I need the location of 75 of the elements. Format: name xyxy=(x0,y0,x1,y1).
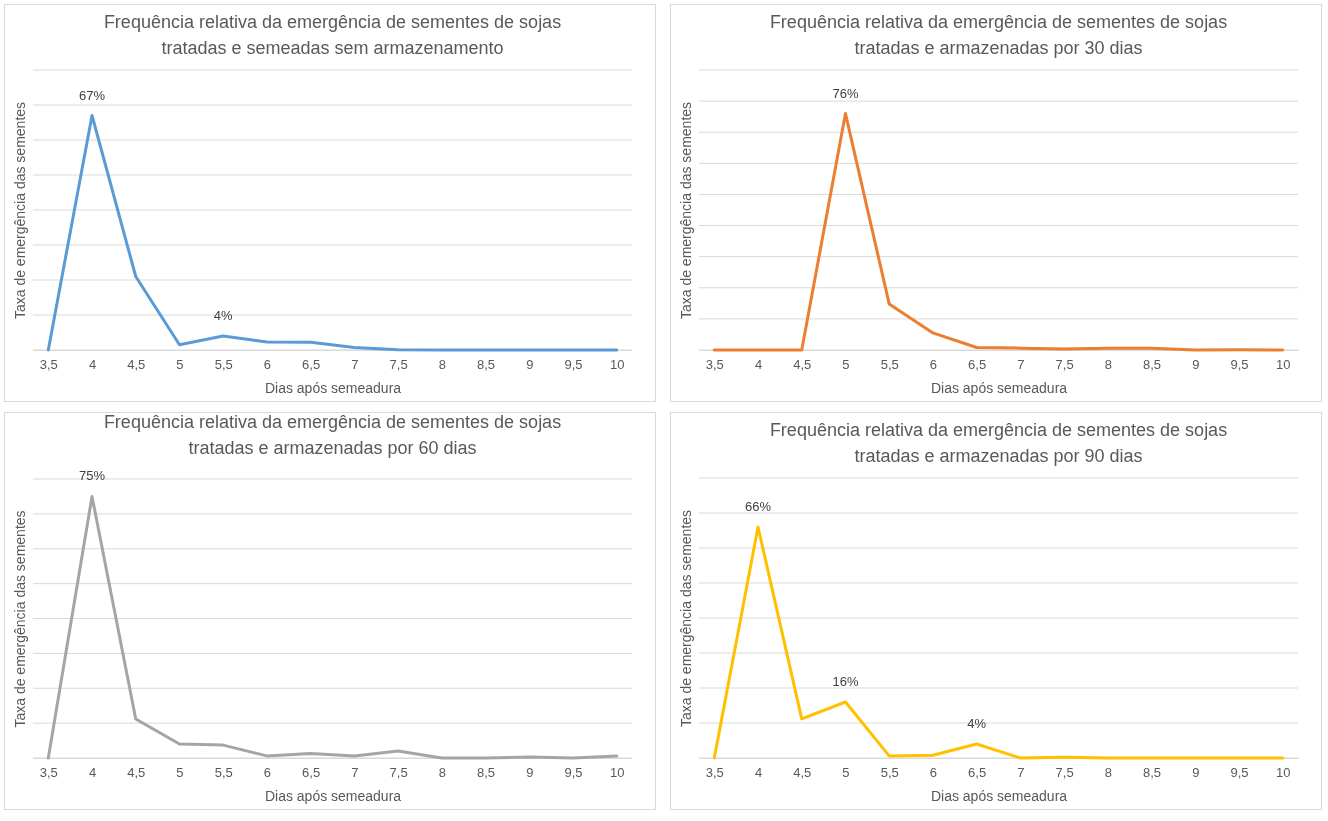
x-axis-title: Dias após semeadura xyxy=(930,787,1068,804)
data-label: 75% xyxy=(79,468,106,484)
y-axis-title: Taxa de emergência das sementes xyxy=(677,101,694,320)
x-tick-label: 7,5 xyxy=(389,356,408,372)
x-tick-label: 6,5 xyxy=(968,764,987,780)
x-tick-label: 9 xyxy=(1192,764,1200,780)
x-tick-label: 10 xyxy=(609,764,625,780)
x-tick-label: 9,5 xyxy=(564,356,583,372)
x-tick-label: 5 xyxy=(176,356,184,372)
x-tick-label: 9 xyxy=(1192,356,1200,372)
x-tick-label: 6,5 xyxy=(302,356,321,372)
chart-title: Frequência relativa da emergência de sementes de sojas tratadas e armazenadas por 90 dias xyxy=(769,419,1228,466)
x-tick-label: 4,5 xyxy=(793,356,812,372)
x-tick-label: 8,5 xyxy=(1142,764,1162,780)
x-tick-label: 6,5 xyxy=(968,356,987,372)
y-axis-title: Taxa de emergência das sementes xyxy=(11,510,28,728)
x-axis-title: Dias após semeadura xyxy=(264,379,402,396)
x-tick-label: 4 xyxy=(88,764,97,780)
x-tick-label: 7 xyxy=(351,356,359,372)
x-tick-label: 8 xyxy=(438,764,446,780)
x-tick-label: 7,5 xyxy=(1055,764,1074,780)
x-axis-title: Dias após semeadura xyxy=(930,379,1068,396)
x-tick-label: 8 xyxy=(1104,764,1112,780)
x-tick-label: 9 xyxy=(526,356,534,372)
data-label: 16% xyxy=(832,674,859,689)
x-tick-label: 5 xyxy=(842,356,850,372)
x-tick-label: 5 xyxy=(842,764,850,780)
x-tick-label: 7 xyxy=(1017,356,1025,372)
y-axis-title: Taxa de emergência das sementes xyxy=(677,509,694,728)
chart-title: Frequência relativa da emergência de sementes de sojas tratadas e semeadas sem armazenamento xyxy=(103,11,562,58)
x-tick-label: 10 xyxy=(1275,764,1291,780)
x-tick-label: 8,5 xyxy=(476,764,496,780)
x-tick-label: 8,5 xyxy=(476,356,496,372)
x-tick-label: 3,5 xyxy=(39,356,58,372)
x-tick-label: 7,5 xyxy=(1055,356,1074,372)
x-tick-label: 4 xyxy=(88,356,97,372)
x-tick-label: 9,5 xyxy=(1230,356,1249,372)
x-tick-label: 4 xyxy=(754,764,763,780)
x-tick-label: 7 xyxy=(351,764,359,780)
x-tick-label: 9,5 xyxy=(1230,764,1249,780)
x-tick-label: 6 xyxy=(263,764,272,780)
x-tick-label: 5,5 xyxy=(880,764,899,780)
x-tick-label: 7 xyxy=(1017,764,1025,780)
x-tick-label: 4,5 xyxy=(127,356,146,372)
x-tick-label: 6,5 xyxy=(302,764,321,780)
chart-title: Frequência relativa da emergência de sementes de sojas tratadas e armazenadas por 60 dias xyxy=(103,412,562,459)
y-axis-title: Taxa de emergência das sementes xyxy=(11,101,28,320)
x-tick-label: 6 xyxy=(929,764,938,780)
data-label: 67% xyxy=(79,87,106,103)
x-axis-title: Dias após semeadura xyxy=(264,787,402,804)
data-label: 4% xyxy=(213,308,234,323)
x-tick-label: 9,5 xyxy=(564,764,583,780)
data-label: 76% xyxy=(832,85,859,101)
x-tick-label: 3,5 xyxy=(705,764,724,780)
data-label: 4% xyxy=(967,716,987,731)
x-tick-label: 3,5 xyxy=(705,356,724,372)
x-tick-label: 8 xyxy=(438,356,446,372)
x-tick-label: 3,5 xyxy=(39,764,58,780)
data-label: 66% xyxy=(745,499,772,514)
x-tick-label: 9 xyxy=(526,764,534,780)
x-tick-label: 5,5 xyxy=(880,356,899,372)
x-tick-label: 10 xyxy=(1275,356,1291,372)
x-tick-label: 10 xyxy=(609,356,625,372)
x-tick-label: 4 xyxy=(754,356,763,372)
x-tick-label: 5,5 xyxy=(214,356,233,372)
x-tick-label: 6 xyxy=(929,356,938,372)
chart-title: Frequência relativa da emergência de sementes de sojas tratadas e armazenadas por 30 dias xyxy=(769,11,1228,58)
x-tick-label: 5 xyxy=(176,764,184,780)
x-tick-label: 8,5 xyxy=(1142,356,1162,372)
x-tick-label: 4,5 xyxy=(127,764,146,780)
x-tick-label: 8 xyxy=(1104,356,1112,372)
x-tick-label: 4,5 xyxy=(793,764,812,780)
x-tick-label: 5,5 xyxy=(214,764,233,780)
x-tick-label: 6 xyxy=(263,356,272,372)
x-tick-label: 7,5 xyxy=(389,764,408,780)
